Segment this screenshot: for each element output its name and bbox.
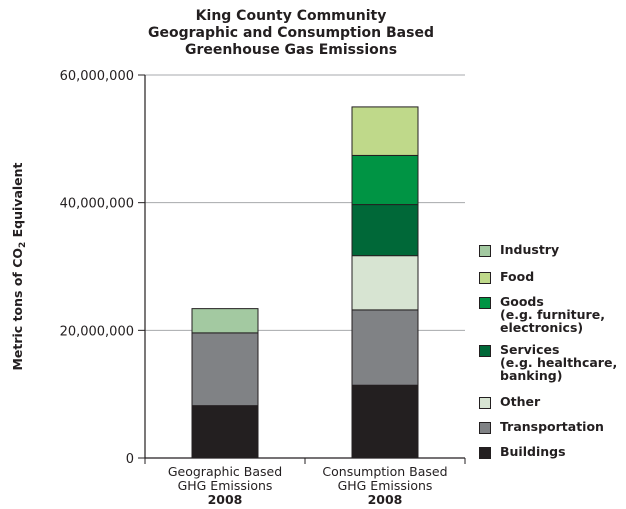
legend-swatch bbox=[479, 272, 491, 284]
title-line: Geographic and Consumption Based bbox=[148, 25, 434, 41]
legend-item: Industry bbox=[479, 243, 559, 257]
bar-segment bbox=[191, 332, 259, 407]
legend-label-name: Industry bbox=[500, 242, 560, 257]
legend-label-name: Other bbox=[500, 394, 541, 409]
legend-label: Buildings bbox=[500, 445, 566, 458]
legend-item: Food bbox=[479, 270, 534, 284]
legend-swatch bbox=[479, 447, 491, 459]
legend-label: Transportation bbox=[500, 420, 604, 433]
legend-swatch bbox=[479, 245, 491, 257]
legend-label-name: Services bbox=[500, 342, 560, 357]
legend-label-name: Food bbox=[500, 269, 535, 284]
y-axis-label: Metric tons of CO2 Equivalent bbox=[10, 162, 28, 370]
x-category-label: GHG Emissions bbox=[338, 478, 433, 493]
x-category-year: 2008 bbox=[208, 492, 243, 507]
legend-item: Other bbox=[479, 395, 540, 409]
legend-label-name: Goods bbox=[500, 294, 544, 309]
y-axis-label-subscript: 2 bbox=[18, 242, 28, 248]
bar-segment bbox=[351, 204, 419, 257]
y-tick-label: 40,000,000 bbox=[60, 197, 134, 212]
x-category-label: GHG Emissions bbox=[178, 478, 273, 493]
y-tick-label: 20,000,000 bbox=[60, 324, 134, 339]
bar-segment bbox=[351, 106, 419, 156]
x-category-label: Geographic Based bbox=[168, 464, 282, 479]
x-category-year: 2008 bbox=[368, 492, 403, 507]
bar-segment bbox=[351, 309, 419, 386]
bar-segment bbox=[351, 255, 419, 311]
legend-label: Food bbox=[500, 270, 534, 283]
legend-item: Services (e.g. healthcare, banking) bbox=[479, 343, 617, 382]
title-line: Greenhouse Gas Emissions bbox=[184, 42, 398, 58]
legend-swatch bbox=[479, 397, 491, 409]
y-tick-label: 60,000,000 bbox=[60, 69, 134, 84]
y-axis-label-tail: Equivalent bbox=[10, 162, 25, 241]
x-category-label: Consumption Based bbox=[322, 464, 447, 479]
y-axis-label-main: Metric tons of CO bbox=[10, 248, 25, 371]
y-tick-label: 0 bbox=[126, 452, 134, 467]
legend-label-detail: (e.g. furniture, bbox=[500, 307, 605, 322]
legend-label-name: Buildings bbox=[500, 444, 566, 459]
legend-label: Services (e.g. healthcare, banking) bbox=[500, 343, 617, 382]
legend-item: Goods (e.g. furniture, electronics) bbox=[479, 295, 605, 334]
legend-label-detail: banking) bbox=[500, 368, 563, 383]
bar-segment bbox=[351, 384, 419, 459]
chart-title: King County Community Geographic and Con… bbox=[96, 8, 486, 59]
legend-label-detail: electronics) bbox=[500, 320, 584, 335]
legend-label: Goods (e.g. furniture, electronics) bbox=[500, 295, 605, 334]
title-line: King County Community bbox=[195, 8, 387, 24]
legend-swatch bbox=[479, 297, 491, 309]
legend-label: Other bbox=[500, 395, 540, 408]
legend-label: Industry bbox=[500, 243, 559, 256]
bar-segment bbox=[351, 154, 419, 206]
legend-label-detail: (e.g. healthcare, bbox=[500, 355, 618, 370]
legend-item: Buildings bbox=[479, 445, 566, 459]
legend-swatch bbox=[479, 345, 491, 357]
bar-segment bbox=[191, 308, 259, 334]
legend-swatch bbox=[479, 422, 491, 434]
legend-label-name: Transportation bbox=[500, 419, 604, 434]
legend-item: Transportation bbox=[479, 420, 604, 434]
bar-segment bbox=[191, 405, 259, 459]
